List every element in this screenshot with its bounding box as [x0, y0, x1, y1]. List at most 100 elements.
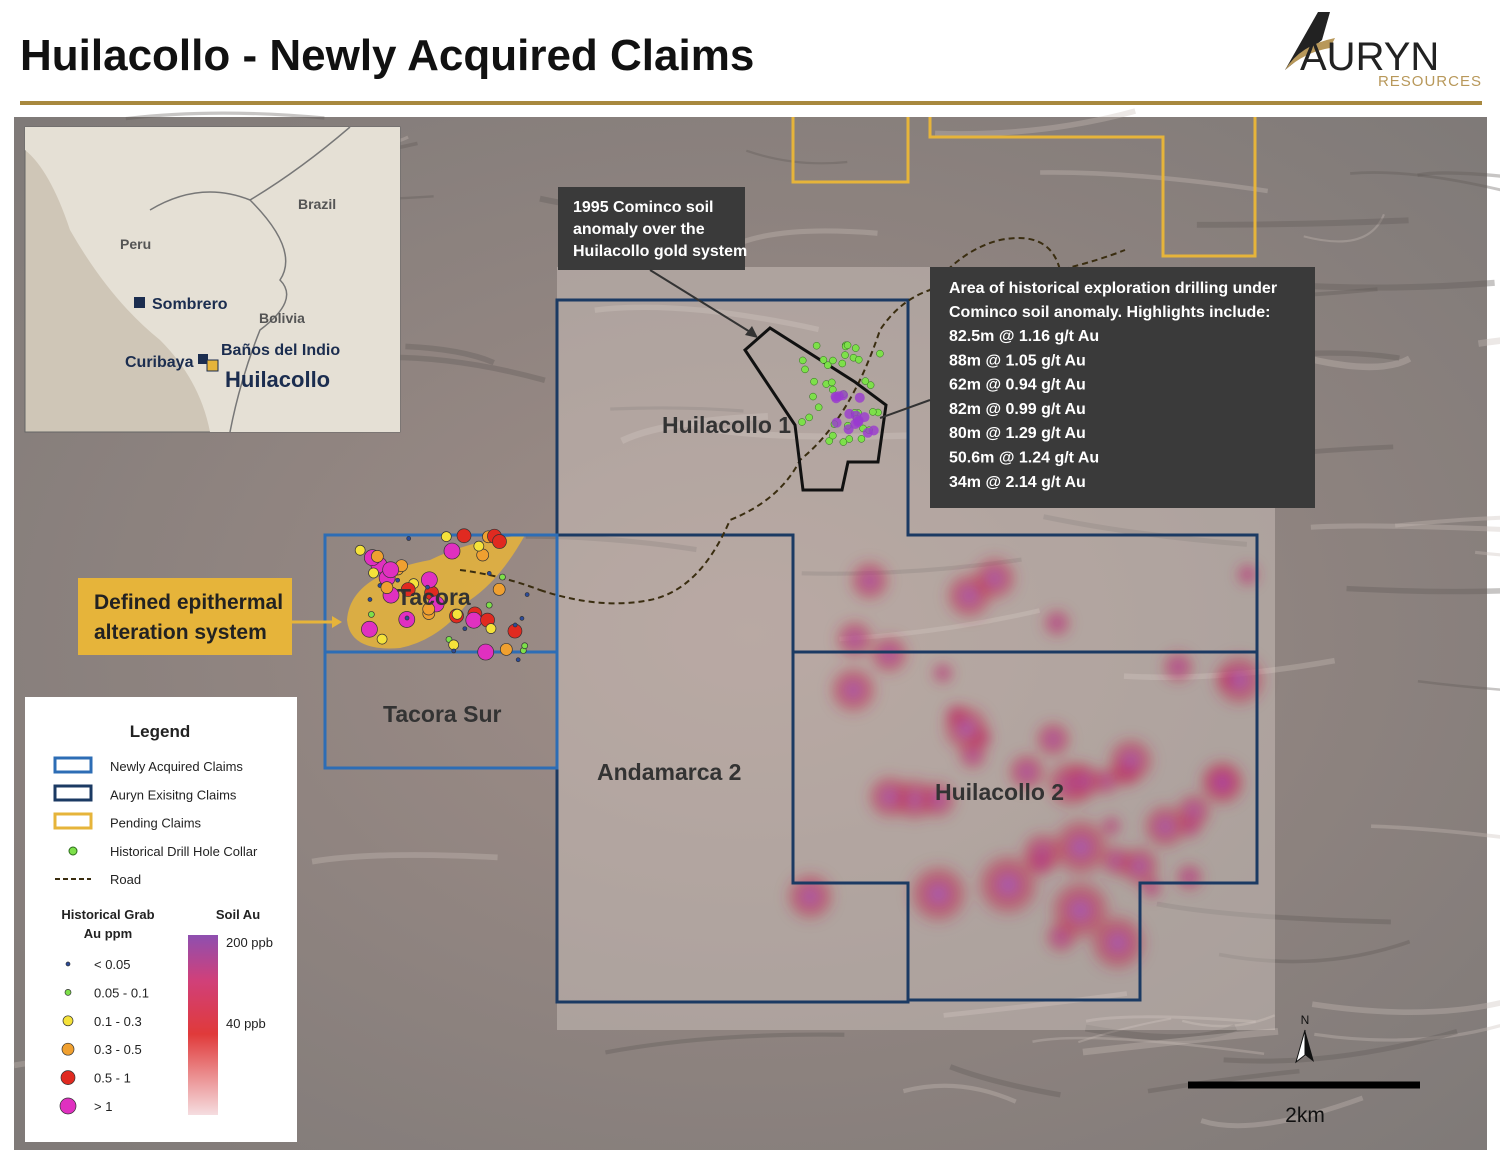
grab-sample [440, 531, 452, 542]
drill-highlight: 34m @ 2.14 g/t Au [949, 474, 1086, 491]
site-marker [198, 354, 208, 364]
drill-collar [876, 349, 884, 358]
soil-anomaly [783, 554, 1268, 974]
drill-collar [798, 418, 806, 426]
ridge [1156, 901, 1391, 925]
soil-point [831, 417, 842, 428]
legend-label: 0.5 - 1 [94, 1071, 131, 1086]
legend-label: 0.05 - 0.1 [94, 985, 149, 1000]
grab-sample [499, 643, 513, 656]
legend-label: > 1 [94, 1099, 112, 1114]
drill-highlight: 88m @ 1.05 g/t Au [949, 352, 1086, 369]
legend-swatch [61, 1042, 75, 1056]
anomaly-blob [1062, 760, 1105, 803]
legend-swatch [64, 989, 72, 996]
anomaly-blob [906, 861, 971, 927]
soil-point [830, 391, 841, 402]
ridge [1394, 515, 1500, 528]
ridge [745, 149, 848, 165]
soil-point [838, 390, 849, 401]
anomaly-blob [1041, 607, 1073, 639]
inset-land [25, 127, 400, 432]
ridge [1223, 1029, 1458, 1064]
grab-sample [382, 561, 399, 579]
header-rule [20, 101, 1482, 105]
cominco-callout [558, 187, 745, 270]
ridge [1417, 680, 1500, 691]
anomaly-blob [865, 772, 915, 822]
callout-text: Cominco soil anomaly. Highlights include… [949, 304, 1271, 321]
ridge [1085, 1015, 1256, 1024]
callout-arrowhead [332, 616, 342, 628]
legend-swatch [60, 1070, 76, 1085]
grab-sample [368, 611, 375, 618]
soil-label: 40 ppb [226, 1016, 266, 1031]
inset-label: Brazil [298, 196, 336, 212]
drill-collar [801, 365, 809, 374]
ridge [405, 343, 495, 366]
ridge [1309, 355, 1412, 371]
anomaly-blob [1160, 649, 1196, 685]
ridge [1218, 939, 1411, 964]
anomaly-blob [1033, 719, 1073, 759]
drill-collar [866, 381, 875, 389]
anomaly-blob [833, 618, 876, 661]
drill-collar [829, 431, 837, 440]
soil-color-ramp [188, 935, 218, 1115]
ridge [1417, 171, 1500, 178]
drill-collar [819, 356, 828, 364]
drill-highlight: 62m @ 0.94 g/t Au [949, 377, 1086, 394]
drill-collar [814, 403, 823, 412]
logo-mark [1285, 12, 1330, 70]
soil-point [843, 424, 854, 435]
legend-swatch [62, 1015, 74, 1027]
grab-sample [485, 623, 497, 634]
pending-claims [791, 117, 1257, 258]
ridge [1040, 170, 1269, 194]
drill-collar [805, 413, 813, 422]
grab-sample [354, 544, 366, 556]
ridge [1477, 337, 1500, 347]
anomaly-blob [1046, 876, 1114, 944]
drill-highlight: 82.5m @ 1.16 g/t Au [949, 328, 1099, 345]
ridge [1082, 1027, 1279, 1056]
soil-point [862, 427, 873, 438]
callout-text: Defined epithermal alteration system [94, 591, 283, 644]
grab-sample [367, 597, 373, 602]
grab-sample [422, 602, 436, 616]
ridge [605, 1032, 845, 1055]
title: Huilacollo - Newly Acquired Claims [20, 31, 754, 80]
drill-collar [869, 408, 877, 416]
drill-collar [829, 356, 837, 365]
anomaly-blob [1210, 651, 1268, 709]
ridge [902, 1083, 1017, 1104]
drill-highlight: 50.6m @ 1.24 g/t Au [949, 450, 1099, 467]
anomaly-blob [1140, 801, 1190, 851]
drill-highlight: 82m @ 0.99 g/t Au [949, 401, 1086, 418]
inset-map: Brazil Peru Sombrero Bolivia Baños del I… [24, 126, 401, 433]
ridge [594, 304, 820, 333]
legend-label: Historical Drill Hole Collar [110, 844, 258, 859]
grab-sample [400, 582, 416, 597]
ridge [1196, 217, 1409, 228]
anomaly-blob [940, 702, 993, 755]
drilling-callout [930, 267, 1315, 508]
legend-swatch [68, 846, 78, 856]
legend-swatch [53, 784, 93, 802]
anomaly-blob [970, 554, 1019, 603]
drill-collar [828, 378, 836, 387]
ridge [1474, 550, 1500, 557]
ridge [1350, 171, 1500, 192]
drill-highlight: 80m @ 1.29 g/t Au [949, 425, 1086, 442]
anomaly-blob [930, 661, 955, 685]
grab-sample [368, 567, 379, 579]
ridge [739, 228, 878, 246]
grab-sample [485, 601, 493, 609]
ridge [610, 406, 744, 413]
grab-sample [492, 534, 507, 549]
sample-points [354, 341, 884, 663]
anomaly-blob [1139, 875, 1164, 900]
drill-collar [839, 438, 848, 446]
legend: Legend Historical Grab Au ppm Soil Au 200… [25, 697, 297, 1142]
